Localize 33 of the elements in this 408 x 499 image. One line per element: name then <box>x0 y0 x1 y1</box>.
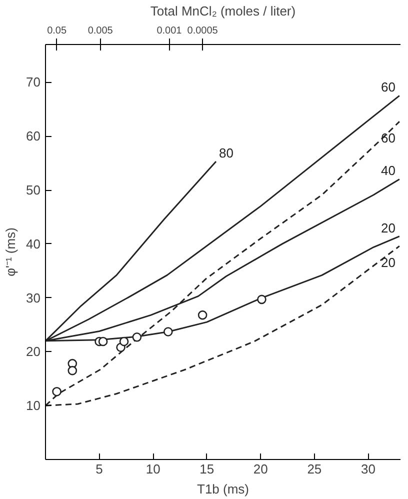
annotation: 0.001 <box>156 26 182 36</box>
point <box>132 332 142 342</box>
point <box>119 336 129 346</box>
x-tick-label: 10 <box>146 462 160 476</box>
y-tick-label: 60 <box>26 128 41 144</box>
series-label: 20 <box>380 220 396 236</box>
x-tick-label: 20 <box>253 462 268 476</box>
annotation: 0.005 <box>88 26 114 36</box>
point <box>68 366 78 376</box>
x-tick-label: 25 <box>307 462 322 476</box>
annotation: 0.05 <box>47 26 67 36</box>
x2-axis-title: Total MnCl₂ (moles / liter) <box>150 4 296 18</box>
series-label: 60 <box>380 80 396 95</box>
y-tick-label: 20 <box>26 344 41 360</box>
series-label: 80 <box>219 145 234 160</box>
y-axis-title: φ'⁻¹ (ms) <box>3 228 18 276</box>
annotation: 0.0005 <box>187 26 218 36</box>
point <box>98 336 108 346</box>
series-label: 40 <box>380 163 396 178</box>
y-tick-label: 10 <box>26 398 41 414</box>
x-tick-label: 15 <box>200 462 214 476</box>
x-tick-label: 5 <box>96 462 103 476</box>
x-axis-title: T1b (ms) <box>197 482 249 496</box>
x-tick-label: 30 <box>360 462 376 476</box>
point <box>163 327 173 336</box>
y-tick-label: 50 <box>26 182 41 198</box>
point <box>52 386 62 396</box>
y-tick-label: 40 <box>26 236 41 252</box>
point <box>257 294 266 304</box>
y-tick-label: 70 <box>26 74 41 90</box>
point <box>198 310 208 320</box>
series-label: 20 <box>380 255 396 270</box>
y-tick-label: 30 <box>26 290 41 306</box>
